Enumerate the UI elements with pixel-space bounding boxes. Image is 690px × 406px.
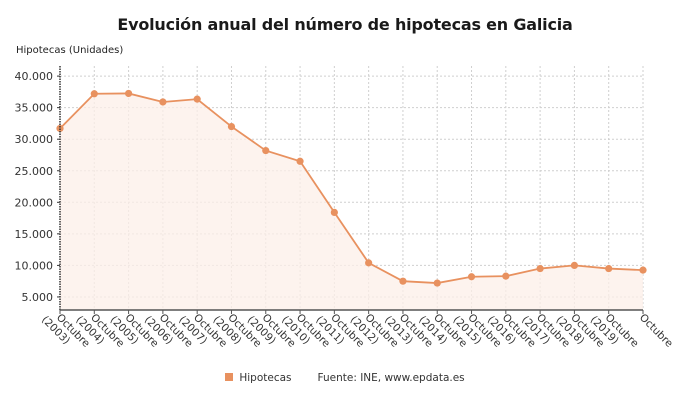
data-point — [365, 259, 373, 267]
data-markers — [56, 89, 647, 287]
y-tick-label: 40.000 — [15, 70, 54, 83]
legend: Hipotecas Fuente: INE, www.epdata.es — [0, 372, 690, 384]
data-line-hipotecas — [59, 92, 644, 284]
y-tick-label: 15.000 — [15, 228, 54, 241]
data-point — [90, 90, 98, 98]
data-point — [330, 208, 338, 216]
y-axis-title: Hipotecas (Unidades) — [16, 45, 124, 56]
data-point — [605, 264, 613, 273]
data-point — [433, 279, 441, 287]
data-point — [502, 272, 510, 280]
data-point — [56, 124, 64, 133]
x-axis-ticks: Octubre(2003) Octubre(2004) Octubre(2005) O… — [39, 310, 675, 350]
data-point — [467, 273, 476, 281]
y-tick-label: 35.000 — [15, 102, 54, 115]
x-tick-label: Octubre — [637, 312, 675, 350]
y-tick-label: 20.000 — [15, 196, 54, 209]
data-point — [262, 146, 270, 155]
data-point — [124, 89, 133, 98]
data-point — [536, 264, 544, 273]
data-point — [159, 98, 167, 106]
data-point — [296, 157, 304, 165]
data-point — [639, 266, 647, 274]
svg-text:Octubre: Octubre — [637, 312, 675, 350]
area-fill — [60, 93, 643, 310]
y-tick-label: 30.000 — [15, 133, 54, 146]
legend-swatch-hipotecas — [225, 373, 234, 381]
data-point — [227, 122, 236, 131]
y-tick-label: 25.000 — [15, 165, 54, 178]
data-point — [193, 95, 201, 103]
data-point — [399, 277, 407, 285]
axes — [59, 66, 643, 311]
source-note: Fuente: INE, www.epdata.es — [317, 372, 465, 384]
chart-title: Evolución anual del número de hipotecas … — [117, 15, 573, 34]
y-tick-label: 5.000 — [22, 291, 54, 304]
data-point — [570, 261, 579, 269]
y-tick-label: 10.000 — [15, 259, 54, 272]
legend-label-hipotecas: Hipotecas — [239, 372, 292, 384]
y-axis-ticks: 5.000 10.000 15.000 20.000 25.000 30.000 35.00… — [15, 70, 60, 304]
